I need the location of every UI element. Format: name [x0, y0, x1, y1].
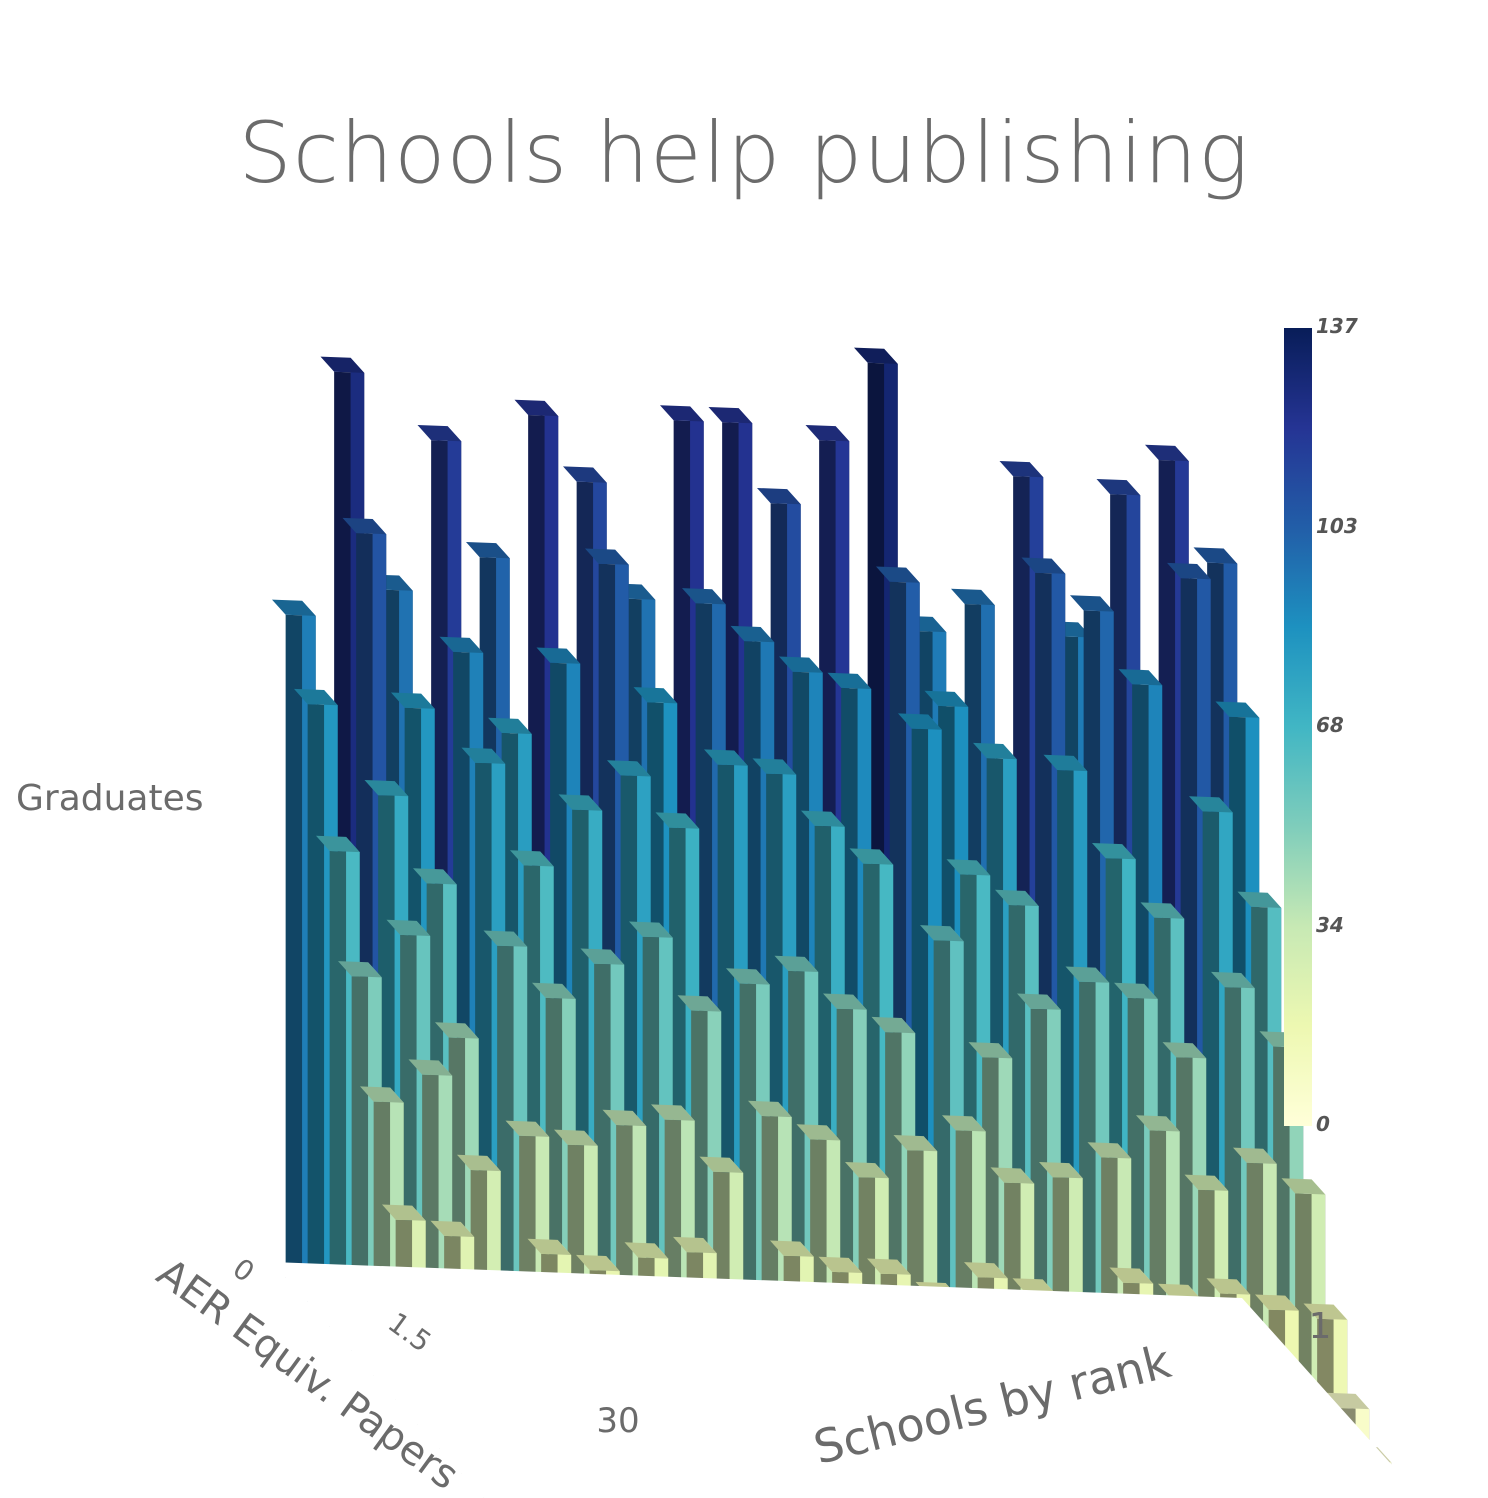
- colorbar: [1284, 328, 1312, 1126]
- colorbar-tick-label: 137: [1316, 314, 1358, 338]
- y-tick-label: 0: [227, 1252, 261, 1289]
- z-axis-label: Graduates: [16, 778, 204, 819]
- floor-plane: [272, 1262, 1422, 1498]
- y-tick-label: 30: [596, 1401, 639, 1441]
- x-tick-label: 1: [1309, 1306, 1332, 1347]
- chart-title: Schools help publishing: [238, 104, 1250, 202]
- colorbar-tick-label: 0: [1316, 1112, 1330, 1136]
- colorbar-tick-label: 103: [1316, 513, 1358, 538]
- colorbar-tick-label: 68: [1316, 713, 1344, 737]
- colorbar-tick-label: 34: [1316, 912, 1344, 937]
